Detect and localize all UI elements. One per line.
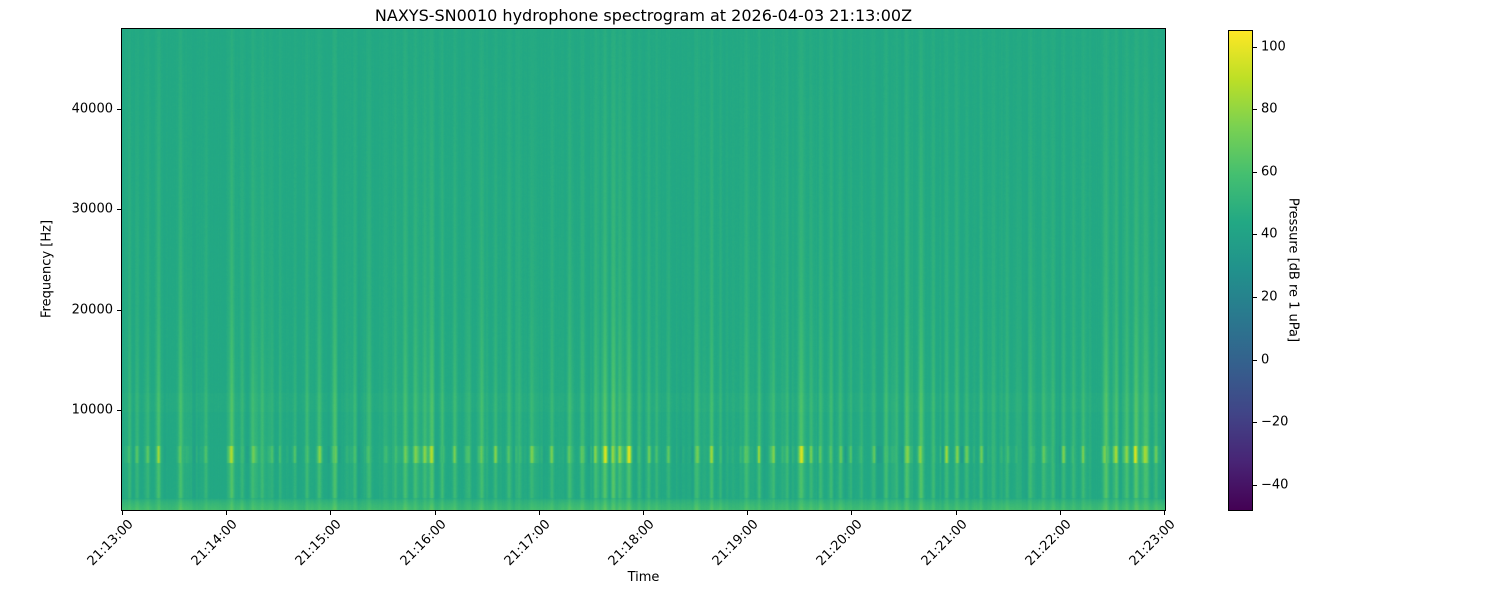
- x-tick-mark: [1060, 511, 1061, 515]
- y-tick-label: 40000: [71, 101, 113, 117]
- colorbar-tick-mark: [1253, 297, 1257, 298]
- x-tick-label: 21:15:00: [292, 517, 345, 569]
- y-axis-label: Frequency [Hz]: [39, 219, 55, 319]
- x-tick-label: 21:23:00: [1126, 517, 1179, 569]
- x-tick-label: 21:18:00: [605, 517, 658, 569]
- x-tick-mark: [747, 511, 748, 515]
- x-tick-label: 21:22:00: [1022, 517, 1075, 569]
- colorbar-tick-mark: [1253, 47, 1257, 48]
- x-tick-mark: [851, 511, 852, 515]
- y-tick-mark: [117, 209, 121, 210]
- colorbar-tick-mark: [1253, 109, 1257, 110]
- y-tick-label: 10000: [71, 402, 113, 418]
- colorbar-tick-label: 80: [1261, 101, 1278, 117]
- x-tick-label: 21:19:00: [709, 517, 762, 569]
- colorbar-tick-mark: [1253, 234, 1257, 235]
- colorbar-tick-label: −20: [1261, 414, 1289, 430]
- x-tick-label: 21:16:00: [397, 517, 450, 569]
- colorbar-tick-label: −40: [1261, 477, 1289, 493]
- y-tick-label: 30000: [71, 201, 113, 217]
- y-tick-mark: [117, 310, 121, 311]
- x-tick-mark: [122, 511, 123, 515]
- colorbar-tick-mark: [1253, 485, 1257, 486]
- colorbar-tick-mark: [1253, 422, 1257, 423]
- x-tick-mark: [330, 511, 331, 515]
- colorbar-tick-label: 0: [1261, 352, 1270, 368]
- spectrogram-canvas: [122, 29, 1165, 510]
- colorbar-tick-mark: [1253, 172, 1257, 173]
- x-tick-mark: [643, 511, 644, 515]
- chart-title: NAXYS-SN0010 hydrophone spectrogram at 2…: [374, 6, 913, 25]
- x-axis-label: Time: [627, 570, 660, 585]
- colorbar-tick-label: 100: [1261, 39, 1286, 55]
- colorbar-gradient: [1229, 31, 1252, 510]
- colorbar-tick-label: 20: [1261, 289, 1278, 305]
- x-tick-label: 21:14:00: [188, 517, 241, 569]
- x-tick-label: 21:17:00: [501, 517, 554, 569]
- x-tick-mark: [956, 511, 957, 515]
- x-tick-mark: [435, 511, 436, 515]
- colorbar-label: Pressure [dB re 1 uPa]: [1285, 197, 1301, 343]
- x-tick-label: 21:13:00: [84, 517, 137, 569]
- spectrogram-plot: [121, 28, 1166, 511]
- x-tick-mark: [539, 511, 540, 515]
- y-tick-mark: [117, 410, 121, 411]
- colorbar: [1228, 30, 1253, 511]
- x-tick-mark: [226, 511, 227, 515]
- y-tick-mark: [117, 109, 121, 110]
- x-tick-mark: [1164, 511, 1165, 515]
- colorbar-tick-label: 60: [1261, 164, 1278, 180]
- x-tick-label: 21:21:00: [918, 517, 971, 569]
- colorbar-tick-mark: [1253, 360, 1257, 361]
- x-tick-label: 21:20:00: [813, 517, 866, 569]
- colorbar-tick-label: 40: [1261, 226, 1278, 242]
- y-tick-label: 20000: [71, 302, 113, 318]
